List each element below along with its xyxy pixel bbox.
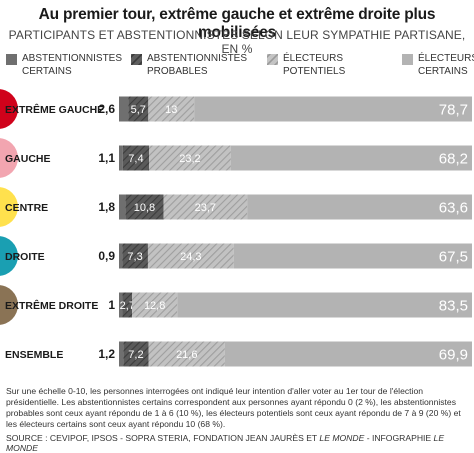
bar-segment-certains-abst bbox=[119, 243, 123, 269]
chart-source: SOURCE : CEVIPOF, IPSOS - SOPRA STERIA, … bbox=[6, 433, 468, 453]
bar-segment-certains-abst bbox=[119, 194, 126, 220]
source-prefix: SOURCE : CEVIPOF, IPSOS - SOPRA STERIA, … bbox=[6, 433, 320, 443]
value-label-certains-elect: 78,7 bbox=[439, 102, 468, 119]
legend-label: ABSTENTIONNISTES CERTAINS bbox=[22, 53, 123, 77]
value-label-potentiels: 24,3 bbox=[180, 251, 201, 263]
value-label-potentiels: 13 bbox=[165, 104, 177, 116]
value-label-certains-elect: 68,2 bbox=[439, 151, 468, 168]
bar-segment-potentiels bbox=[148, 341, 225, 367]
category-dot bbox=[0, 138, 18, 178]
category-label: CENTRE bbox=[5, 202, 48, 214]
value-label-probables-abst: 7,4 bbox=[128, 153, 143, 165]
source-mid: - INFOGRAPHIE bbox=[364, 433, 434, 443]
source-infographie: LE MONDE bbox=[6, 433, 445, 453]
bar-segment-potentiels bbox=[132, 292, 178, 318]
chart-notes: Sur une échelle 0-10, les personnes inte… bbox=[6, 386, 461, 429]
bar-segment-certains-elect bbox=[247, 194, 472, 220]
category-dot bbox=[0, 236, 18, 276]
value-label-certains-elect: 63,6 bbox=[439, 200, 468, 217]
legend-label: ÉLECTEURS CERTAINS bbox=[418, 53, 474, 77]
bar-segment-certains-elect bbox=[177, 292, 472, 318]
value-label-probables-abst: 5,7 bbox=[131, 104, 146, 116]
category-dot bbox=[0, 187, 18, 227]
chart-subtitle: PARTICIPANTS ET ABSTENTIONNISTES SELON L… bbox=[8, 28, 466, 56]
bar-segment-certains-elect bbox=[194, 96, 472, 122]
bar-segment-probables-abst bbox=[122, 292, 133, 318]
category-label: EXTRÊME DROITE bbox=[5, 299, 98, 312]
bar-segment-certains-abst bbox=[119, 292, 123, 318]
source-publication: LE MONDE bbox=[319, 433, 365, 443]
legend-swatch-solid-light bbox=[402, 54, 413, 65]
legend-swatch-hatch-dark bbox=[131, 54, 142, 65]
bar-segment-certains-elect bbox=[233, 243, 472, 269]
value-label-certains-elect: 83,5 bbox=[439, 298, 468, 315]
bar-segment-certains-abst bbox=[119, 96, 129, 122]
legend-label: ABSTENTIONNISTES PROBABLES bbox=[147, 53, 248, 77]
bar-segment-probables-abst bbox=[128, 96, 149, 122]
bar-segment-certains-abst bbox=[119, 145, 123, 171]
value-label-potentiels: 23,2 bbox=[179, 153, 200, 165]
category-label: ENSEMBLE bbox=[5, 349, 63, 361]
value-label-certains-abst: 1 bbox=[108, 298, 115, 312]
value-label-potentiels: 12,8 bbox=[144, 300, 165, 312]
value-label-certains-elect: 69,9 bbox=[439, 347, 468, 364]
bar-segment-potentiels bbox=[148, 96, 195, 122]
value-label-probables-abst: 7,3 bbox=[127, 251, 142, 263]
bar-segment-probables-abst bbox=[122, 243, 148, 269]
value-label-certains-abst: 1,1 bbox=[98, 151, 115, 165]
legend-swatch-solid-dark bbox=[6, 54, 17, 65]
legend-label: ÉLECTEURS POTENTIELS bbox=[283, 53, 346, 77]
value-label-certains-abst: 1,2 bbox=[98, 347, 115, 361]
value-label-certains-abst: 1,8 bbox=[98, 200, 115, 214]
bar-segment-probables-abst bbox=[123, 341, 149, 367]
value-label-certains-abst: 0,9 bbox=[98, 249, 115, 263]
bar-segment-certains-elect bbox=[230, 145, 472, 171]
value-label-potentiels: 21,6 bbox=[176, 349, 197, 361]
legend-swatch-hatch-light bbox=[267, 54, 278, 65]
bar-segment-potentiels bbox=[147, 243, 234, 269]
chart-title: Au premier tour, extrême gauche et extrê… bbox=[38, 6, 436, 41]
value-label-potentiels: 23,7 bbox=[195, 202, 216, 214]
value-label-probables-abst: 7,2 bbox=[128, 349, 143, 361]
bar-segment-certains-abst bbox=[119, 341, 124, 367]
value-label-certains-elect: 67,5 bbox=[439, 249, 468, 266]
category-label: GAUCHE bbox=[5, 153, 51, 165]
category-label: DROITE bbox=[5, 251, 45, 263]
bar-segment-probables-abst bbox=[125, 194, 164, 220]
category-label: EXTRÊME GAUCHE bbox=[5, 103, 104, 116]
bar-segment-certains-elect bbox=[224, 341, 472, 367]
bar-segment-potentiels bbox=[163, 194, 248, 220]
bar-segment-probables-abst bbox=[122, 145, 150, 171]
category-dot bbox=[0, 285, 18, 325]
value-label-certains-abst: 2,6 bbox=[98, 102, 115, 116]
category-dot bbox=[0, 89, 18, 129]
bar-segment-potentiels bbox=[149, 145, 231, 171]
value-label-probables-abst: 10,8 bbox=[134, 202, 155, 214]
value-label-probables-abst: 2,7 bbox=[120, 300, 135, 312]
